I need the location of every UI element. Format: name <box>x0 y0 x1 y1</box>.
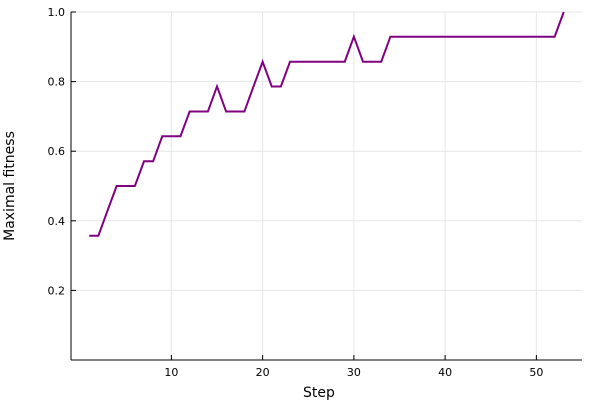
axes <box>70 12 582 361</box>
y-tick-label: 0.6 <box>48 145 66 158</box>
x-tick-label: 40 <box>438 366 452 379</box>
ticks: 10 20 30 40 50 0.2 0.4 0.6 0.8 1.0 <box>48 6 544 379</box>
y-tick-label: 1.0 <box>48 6 66 19</box>
x-tick-label: 50 <box>529 366 543 379</box>
grid <box>71 11 582 360</box>
series-line <box>89 11 565 237</box>
y-tick-label: 0.2 <box>48 284 66 297</box>
y-tick-label: 0.4 <box>48 215 66 228</box>
y-tick-label: 0.8 <box>48 76 66 89</box>
y-axis-label: Maximal fitness <box>2 131 18 241</box>
x-tick-label: 10 <box>164 366 178 379</box>
x-tick-label: 20 <box>256 366 270 379</box>
x-axis-label: Step <box>303 385 335 400</box>
x-tick-label: 30 <box>347 366 361 379</box>
series <box>89 11 565 237</box>
